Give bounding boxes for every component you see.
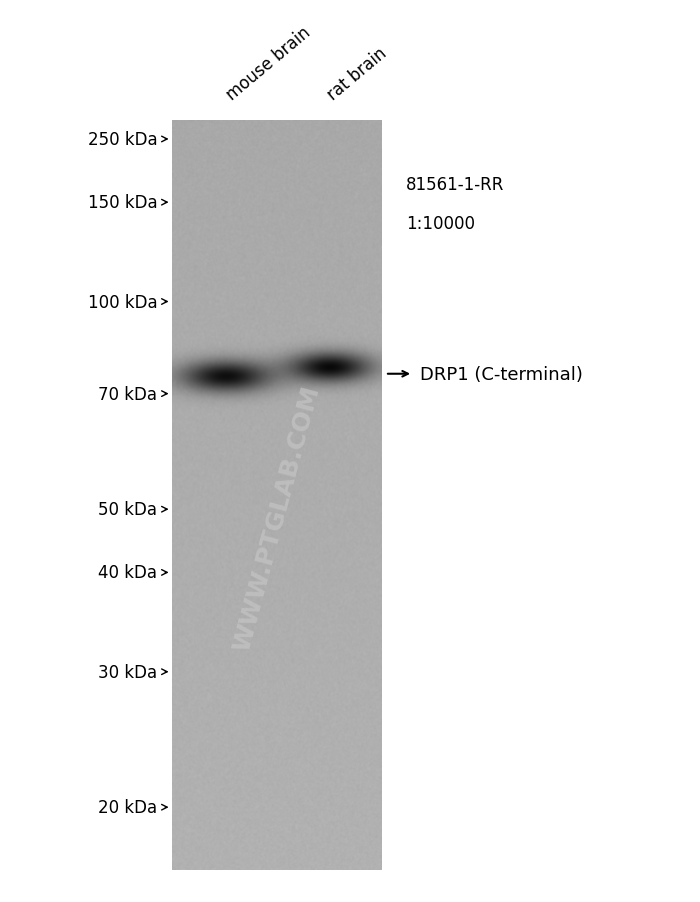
Text: 20 kDa: 20 kDa xyxy=(99,798,158,816)
Text: 81561-1-RR: 81561-1-RR xyxy=(406,176,505,194)
Text: 250 kDa: 250 kDa xyxy=(88,131,158,149)
Text: 50 kDa: 50 kDa xyxy=(99,501,158,519)
Text: 100 kDa: 100 kDa xyxy=(88,293,158,311)
Text: 30 kDa: 30 kDa xyxy=(99,663,158,681)
Text: WWW.PTGLAB.COM: WWW.PTGLAB.COM xyxy=(230,383,323,654)
Text: rat brain: rat brain xyxy=(324,44,391,104)
Text: DRP1 (C-terminal): DRP1 (C-terminal) xyxy=(420,365,583,383)
Text: 1:10000: 1:10000 xyxy=(406,215,475,233)
Text: mouse brain: mouse brain xyxy=(223,23,314,104)
Text: 40 kDa: 40 kDa xyxy=(99,564,158,582)
Text: 150 kDa: 150 kDa xyxy=(88,194,158,212)
Text: 70 kDa: 70 kDa xyxy=(99,385,158,403)
